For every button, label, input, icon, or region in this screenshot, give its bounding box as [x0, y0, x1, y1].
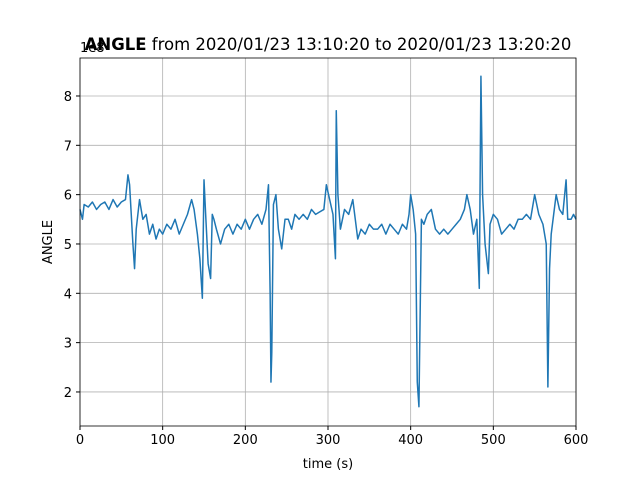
x-axis-label: time (s) [303, 457, 353, 472]
y-tick-label: 7 [64, 139, 72, 154]
y-axis-label: ANGLE [41, 220, 56, 264]
axes-frame [79, 57, 577, 427]
data-line [79, 75, 577, 408]
x-tick-label: 400 [398, 433, 423, 448]
y-tick-label: 5 [64, 238, 72, 253]
title-rest: from 2020/01/23 13:10:20 to 2020/01/23 1… [152, 35, 572, 54]
y-tick-label: 3 [64, 337, 72, 352]
x-tick-label: 300 [316, 433, 341, 448]
y-tick-label: 6 [64, 189, 72, 204]
chart-title: ANGLE from 2020/01/23 13:10:20 to 2020/0… [85, 35, 572, 54]
y-offset-label: 1e8 [80, 41, 105, 56]
x-tick-label: 200 [233, 433, 258, 448]
y-tick-label: 4 [64, 287, 72, 302]
x-tick-label: 0 [76, 433, 84, 448]
x-tick-label: 600 [564, 433, 589, 448]
y-tick-label: 2 [64, 386, 72, 401]
title-bold: ANGLE [85, 35, 147, 54]
x-tick-label: 100 [150, 433, 175, 448]
x-tick-label: 500 [481, 433, 506, 448]
y-tick-label: 8 [64, 90, 72, 105]
